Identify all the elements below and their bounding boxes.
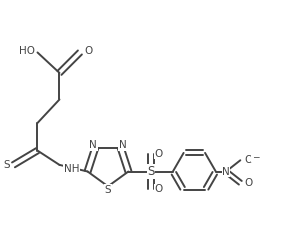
Text: S: S <box>147 165 154 178</box>
Text: O: O <box>244 178 252 188</box>
Text: O: O <box>154 184 163 194</box>
Text: S: S <box>4 160 11 170</box>
Text: O: O <box>244 155 252 165</box>
Text: NH: NH <box>64 164 79 174</box>
Text: N: N <box>119 140 127 151</box>
Text: S: S <box>105 185 111 195</box>
Text: O: O <box>84 46 92 56</box>
Text: N: N <box>89 140 97 151</box>
Text: HO: HO <box>19 46 35 56</box>
Text: O: O <box>154 149 163 159</box>
Text: N: N <box>222 166 230 176</box>
Text: −: − <box>252 152 259 161</box>
